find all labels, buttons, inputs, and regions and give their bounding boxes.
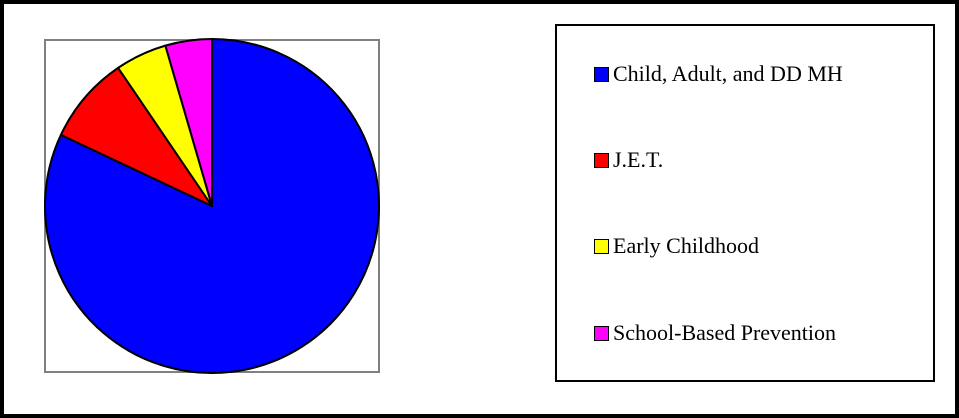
pie-slice-2 <box>59 66 213 207</box>
legend-swatch <box>594 152 609 168</box>
legend-label: Child, Adult, and DD MH <box>613 61 843 86</box>
legend-label: J.E.T. <box>613 147 664 172</box>
legend-item: School-Based Prevention <box>594 320 836 346</box>
pie-slice-4 <box>164 38 213 207</box>
legend-swatch <box>594 66 609 82</box>
legend-swatch <box>594 325 609 341</box>
legend: Child, Adult, and DD MH J.E.T. Early Chi… <box>555 24 935 382</box>
legend-label: Early Childhood <box>613 233 760 258</box>
legend-item: Child, Adult, and DD MH <box>594 61 843 87</box>
legend-swatch <box>594 238 609 254</box>
legend-item: Early Childhood <box>594 233 759 259</box>
legend-item: J.E.T. <box>594 147 663 173</box>
legend-label: School-Based Prevention <box>613 320 837 345</box>
